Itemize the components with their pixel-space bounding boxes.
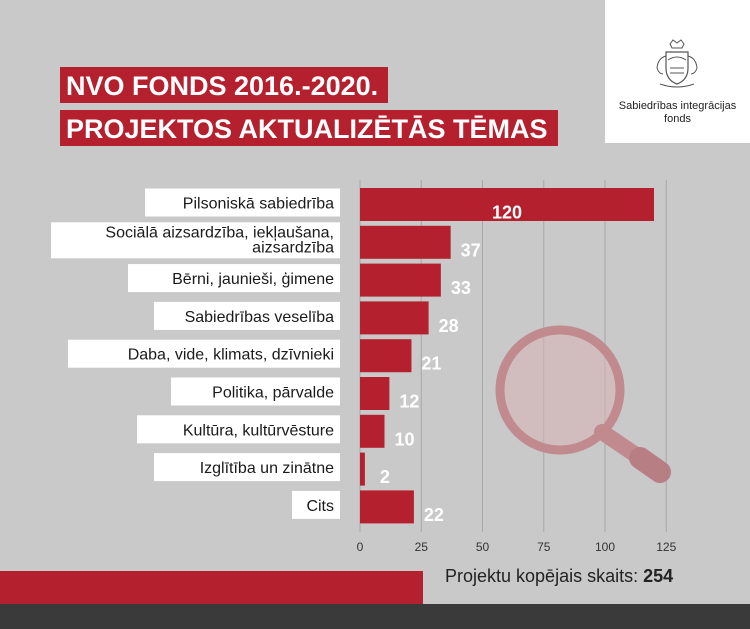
category-label: Izglītība un zinātne xyxy=(200,460,334,477)
value-label: 2 xyxy=(380,467,390,487)
bar xyxy=(360,339,412,373)
category-label-box xyxy=(68,339,340,368)
total-value: 254 xyxy=(643,566,674,586)
category-label-box xyxy=(154,301,340,330)
bar xyxy=(360,414,385,448)
category-label: Politika, pārvalde xyxy=(212,385,334,402)
x-tick-label: 25 xyxy=(415,540,429,554)
category-label: Pilsoniskā sabiedrība xyxy=(183,196,334,213)
total-label: Projektu kopējais skaits: xyxy=(445,566,639,586)
bar xyxy=(360,188,654,221)
value-label: 37 xyxy=(461,240,481,260)
category-label: Sabiedrības veselība xyxy=(185,309,335,326)
value-label: 12 xyxy=(399,392,419,412)
category-label: Bērni, jaunieši, ģimene xyxy=(172,270,334,288)
bar xyxy=(360,490,414,524)
bar xyxy=(360,377,390,410)
x-tick-label: 100 xyxy=(595,540,615,554)
category-label: Daba, vide, klimats, dzīvnieki xyxy=(128,347,334,364)
x-tick-label: 75 xyxy=(537,540,551,554)
bar xyxy=(360,452,365,486)
value-label: 10 xyxy=(394,429,414,449)
value-label: 28 xyxy=(439,316,459,336)
footer-dark-band xyxy=(0,604,750,629)
category-label-box xyxy=(292,490,340,519)
coat-of-arms-icon xyxy=(656,39,698,88)
value-label: 21 xyxy=(421,354,441,374)
category-label-box xyxy=(154,453,340,482)
category-label-box xyxy=(137,415,340,444)
bar xyxy=(360,225,451,259)
category-label-box xyxy=(51,222,340,259)
category-label-box xyxy=(128,264,340,293)
bar xyxy=(360,263,441,297)
footer-red-band xyxy=(0,571,423,604)
x-tick-label: 0 xyxy=(357,540,364,554)
title-line-1: NVO FONDS 2016.-2020. xyxy=(60,67,389,103)
title-line-2: PROJEKTOS AKTUALIZĒTĀS TĒMAS xyxy=(60,110,558,146)
logo-text: Sabiedrības integrācijas fonds xyxy=(605,100,750,126)
category-label: Cits xyxy=(306,498,334,515)
x-axis-ticks: 0 25 50 75 100 125 xyxy=(357,540,677,554)
category-label: Kultūra, kultūrvēsture xyxy=(183,422,334,439)
bar xyxy=(360,301,429,335)
category-labels: Pilsoniskā sabiedrība Sociālā aizsardzība… xyxy=(51,188,340,519)
magnifier-icon xyxy=(495,325,671,483)
category-label-box xyxy=(145,188,340,217)
logo-text-line-2: fonds xyxy=(664,113,691,125)
value-label: 120 xyxy=(492,203,522,223)
category-label: Sociālā aizsardzība, iekļaušana, aizsardz… xyxy=(105,224,334,256)
total-projects: Projektu kopējais skaits: 254 xyxy=(445,566,673,587)
bars xyxy=(360,188,654,524)
x-tick-label: 125 xyxy=(656,540,676,554)
category-label-box xyxy=(171,377,340,406)
logo-text-line-1: Sabiedrības integrācijas xyxy=(618,100,737,112)
logo: Sabiedrības integrācijas fonds xyxy=(605,0,750,143)
x-tick-label: 50 xyxy=(476,540,490,554)
value-label: 22 xyxy=(424,505,444,525)
value-label: 33 xyxy=(451,278,471,298)
